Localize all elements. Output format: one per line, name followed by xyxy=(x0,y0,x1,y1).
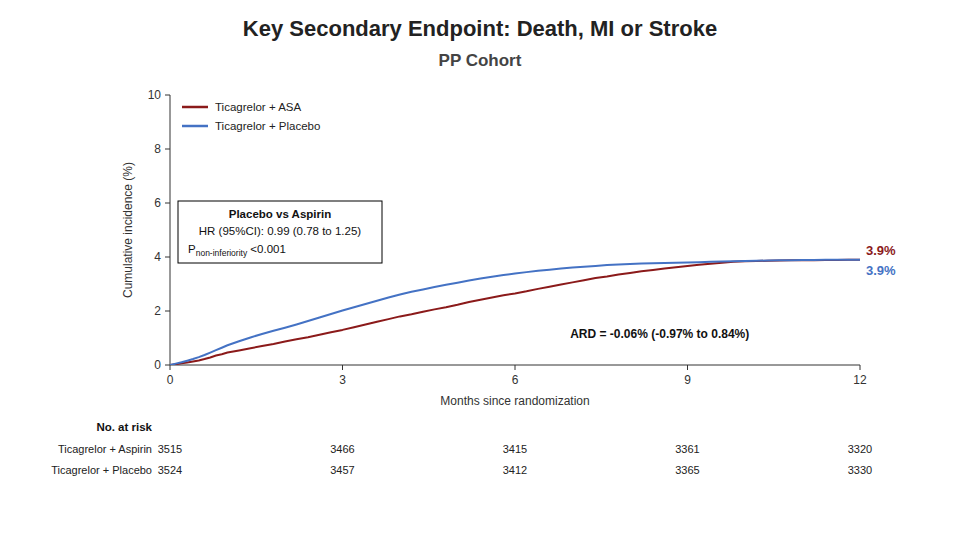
legend: Ticagrelor + ASA Ticagrelor + Placebo xyxy=(182,101,320,132)
risk-value: 3515 xyxy=(158,443,182,455)
p-value: <0.001 xyxy=(247,243,286,255)
y-tick xyxy=(165,95,170,96)
risk-value: 3330 xyxy=(848,464,872,476)
annotation-p: Pnon-inferiority <0.001 xyxy=(188,243,286,258)
annotation-heading: Placebo vs Aspirin xyxy=(229,208,331,220)
y-tick xyxy=(165,257,170,258)
x-tick-label: 3 xyxy=(339,373,346,387)
annotation-frame xyxy=(178,201,382,263)
risk-header: No. at risk xyxy=(96,421,152,433)
lines xyxy=(170,260,860,365)
end-labels: 3.9% 3.9% xyxy=(866,243,896,278)
risk-value: 3412 xyxy=(503,464,527,476)
y-tick-label: 10 xyxy=(148,88,162,102)
risk-value: 3415 xyxy=(503,443,527,455)
legend-swatch xyxy=(182,106,208,109)
title: Key Secondary Endpoint: Death, MI or Str… xyxy=(243,16,717,41)
y-axis-label: Cumulative incidence (%) xyxy=(121,162,135,298)
end-label: 3.9% xyxy=(866,263,896,278)
x-tick xyxy=(170,365,171,370)
risk-value: 3524 xyxy=(158,464,182,476)
risk-value: 3457 xyxy=(330,464,354,476)
y-axis-line xyxy=(170,95,171,365)
y-tick xyxy=(165,149,170,150)
risk-value: 3361 xyxy=(675,443,699,455)
annotation-text: HR (95%CI): 0.99 (0.78 to 1.25) xyxy=(199,225,362,237)
y-tick xyxy=(165,311,170,312)
risk-row-label: Ticagrelor + Aspirin xyxy=(58,443,152,455)
risk-row-label: Ticagrelor + Placebo xyxy=(51,464,152,476)
y-tick-label: 0 xyxy=(154,358,161,372)
x-tick-label: 0 xyxy=(167,373,174,387)
risk-value: 3365 xyxy=(675,464,699,476)
x-tick xyxy=(860,365,861,370)
series-line xyxy=(170,260,860,365)
y-tick-label: 8 xyxy=(154,142,161,156)
risk-value: 3320 xyxy=(848,443,872,455)
annotation: ARD = -0.06% (-0.97% to 0.84%) xyxy=(570,327,749,341)
annotation-box: Placebo vs Aspirin HR (95%CI): 0.99 (0.78… xyxy=(178,201,382,263)
y-tick xyxy=(165,203,170,204)
x-axis-label: Months since randomization xyxy=(440,394,589,408)
risk-value: 3466 xyxy=(330,443,354,455)
legend-entry: Ticagrelor + ASA xyxy=(215,101,302,113)
x-tick-label: 6 xyxy=(512,373,519,387)
subtitle: PP Cohort xyxy=(439,51,522,70)
x-tick xyxy=(342,365,343,370)
x-tick xyxy=(687,365,688,370)
end-label: 3.9% xyxy=(866,243,896,258)
y-tick-label: 4 xyxy=(154,250,161,264)
chart: Key Secondary Endpoint: Death, MI or Str… xyxy=(0,0,960,540)
series-line xyxy=(170,260,860,365)
p-subscript: non-inferiority xyxy=(196,248,248,258)
y-tick xyxy=(165,365,170,366)
x-tick xyxy=(515,365,516,370)
axes: 0 3 6 9 12 0 2 4 6 8 10 Months since randomization C… xyxy=(121,88,867,408)
y-tick-label: 6 xyxy=(154,196,161,210)
legend-swatch xyxy=(182,125,208,128)
legend-entry: Ticagrelor + Placebo xyxy=(215,120,320,132)
x-tick-label: 12 xyxy=(853,373,867,387)
x-tick-label: 9 xyxy=(684,373,691,387)
risk-table: No. at risk Ticagrelor + Aspirin 3515 3466 3… xyxy=(51,421,872,476)
y-tick-label: 2 xyxy=(154,304,161,318)
